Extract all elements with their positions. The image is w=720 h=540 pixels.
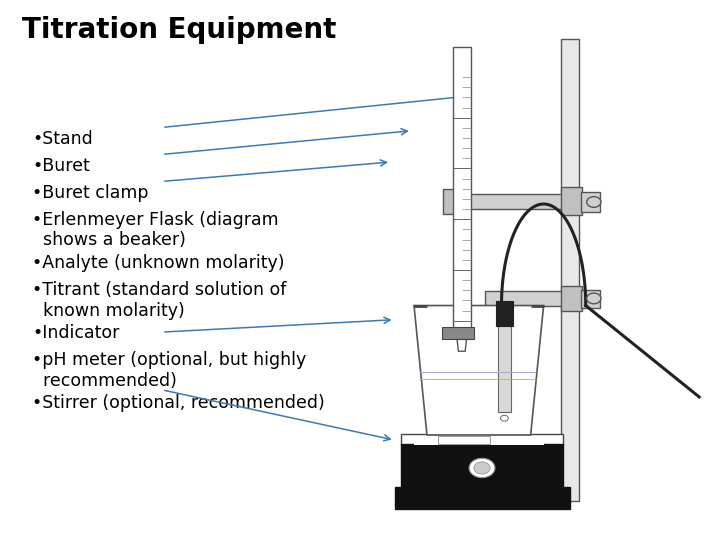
Text: •Buret clamp: •Buret clamp xyxy=(32,184,149,201)
Text: •Indicator: •Indicator xyxy=(32,324,120,342)
Bar xyxy=(401,443,563,488)
Circle shape xyxy=(469,458,495,478)
Bar xyxy=(562,187,582,215)
Bar xyxy=(395,487,570,509)
Bar xyxy=(485,291,577,306)
Bar xyxy=(401,434,563,445)
Text: •Buret: •Buret xyxy=(32,157,90,174)
Bar xyxy=(438,436,490,443)
Bar xyxy=(562,286,582,310)
Circle shape xyxy=(500,415,508,421)
Bar xyxy=(441,327,474,339)
Text: •Analyte (unknown molarity): •Analyte (unknown molarity) xyxy=(32,254,285,272)
Polygon shape xyxy=(456,331,467,351)
Circle shape xyxy=(587,197,601,207)
Bar xyxy=(453,194,581,209)
Bar xyxy=(444,189,463,214)
Text: •Erlenmeyer Flask (diagram
  shows a beaker): •Erlenmeyer Flask (diagram shows a beake… xyxy=(32,211,279,249)
Text: •Stirrer (optional, recommended): •Stirrer (optional, recommended) xyxy=(32,394,325,412)
Circle shape xyxy=(474,462,490,474)
Circle shape xyxy=(587,293,601,304)
Bar xyxy=(414,436,544,445)
Bar xyxy=(581,290,600,308)
Bar xyxy=(562,39,580,501)
Polygon shape xyxy=(414,306,544,435)
Bar xyxy=(581,192,600,212)
Text: •pH meter (optional, but highly
  recommended): •pH meter (optional, but highly recommen… xyxy=(32,351,307,390)
Bar xyxy=(498,323,510,412)
Bar xyxy=(453,46,471,331)
Text: •Stand: •Stand xyxy=(32,130,93,147)
Text: •Titrant (standard solution of
  known molarity): •Titrant (standard solution of known mol… xyxy=(32,281,287,320)
Bar xyxy=(495,301,513,326)
Text: Titration Equipment: Titration Equipment xyxy=(22,16,336,44)
